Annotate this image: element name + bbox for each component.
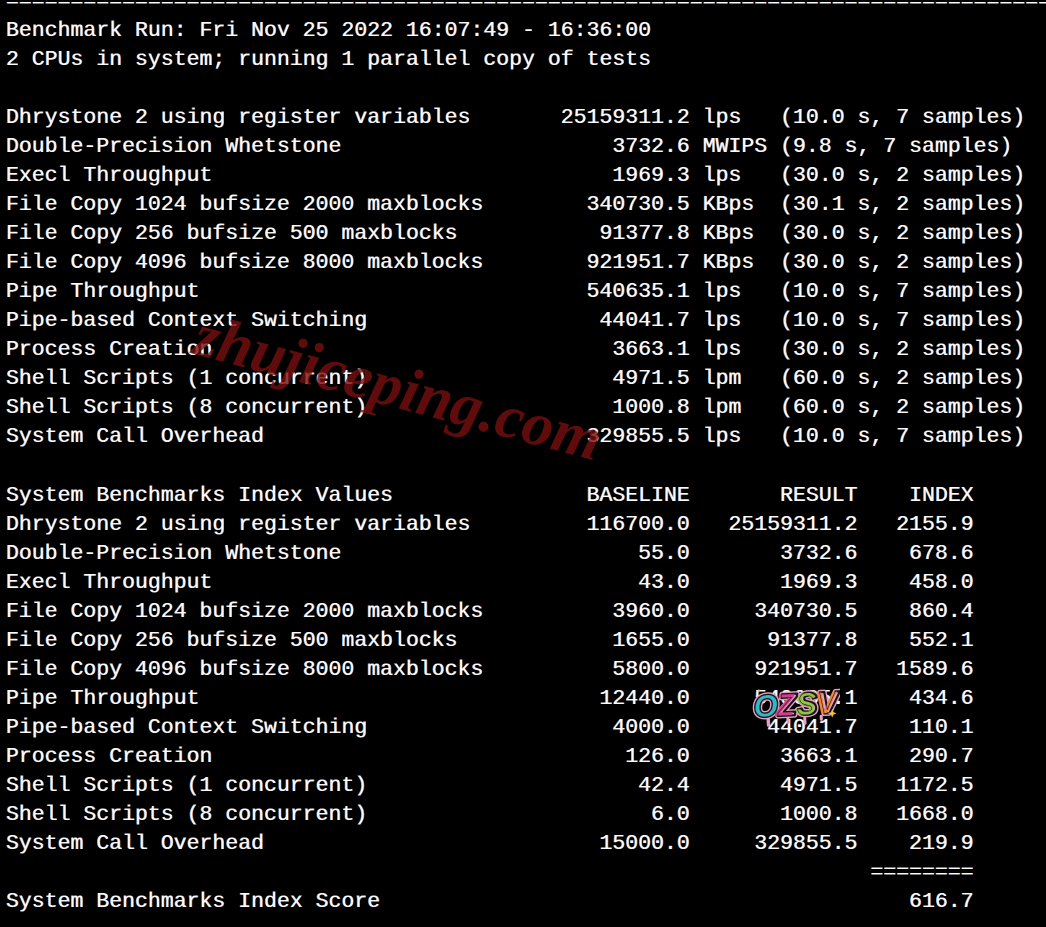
svg-text:OZSV: OZSV (753, 685, 840, 725)
